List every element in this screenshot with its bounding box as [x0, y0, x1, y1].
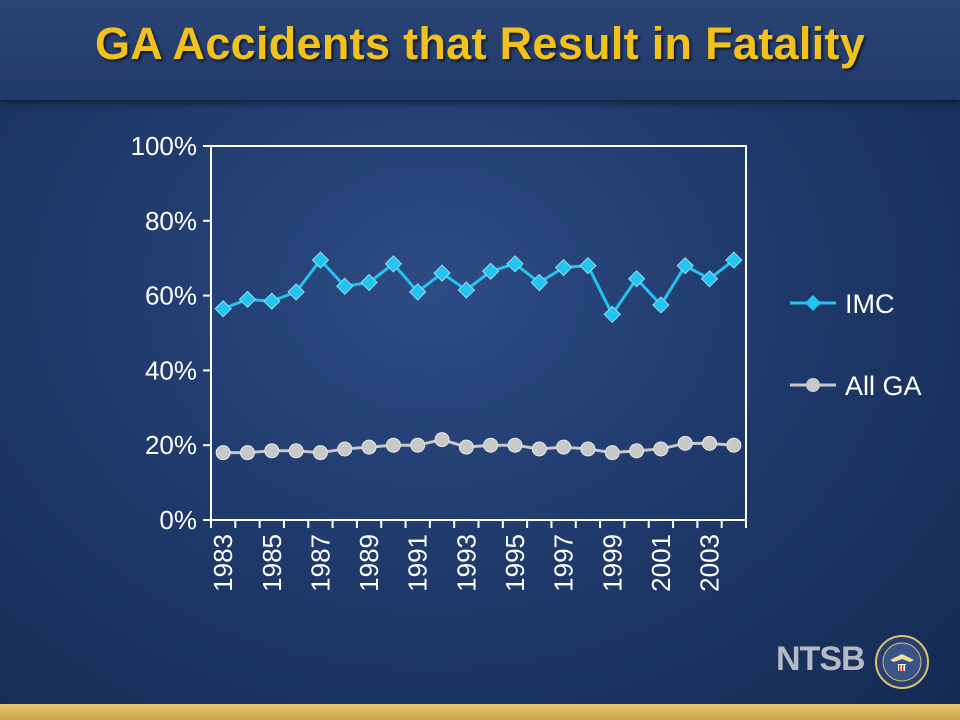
data-point-imc	[408, 283, 427, 301]
x-tick-label: 1991	[403, 534, 433, 592]
data-point-all-ga	[458, 439, 474, 455]
data-point-all-ga	[361, 439, 377, 455]
data-point-imc	[214, 299, 232, 318]
x-tick-label: 2003	[695, 534, 725, 592]
data-point-imc	[627, 270, 646, 288]
series-line-all-ga	[223, 438, 734, 455]
data-point-all-ga	[702, 435, 718, 451]
data-point-all-ga	[677, 435, 693, 451]
y-tick-label: 100%	[131, 131, 198, 161]
data-point-all-ga	[629, 443, 645, 459]
data-point-imc	[652, 296, 670, 314]
y-tick-label: 0%	[159, 505, 197, 535]
data-point-imc	[554, 258, 573, 277]
data-point-all-ga	[726, 437, 742, 453]
data-point-imc	[603, 305, 621, 324]
legend-marker	[805, 295, 821, 311]
data-point-all-ga	[434, 432, 450, 448]
data-point-all-ga	[604, 445, 620, 461]
data-point-all-ga	[337, 441, 353, 457]
series-line-imc	[222, 258, 735, 316]
y-tick-label: 40%	[145, 355, 197, 385]
bottom-accent-bar	[0, 704, 960, 720]
x-tick-label: 1997	[549, 534, 579, 592]
data-point-all-ga	[215, 445, 231, 461]
data-point-all-ga	[531, 441, 547, 457]
data-point-imc	[238, 290, 257, 309]
data-point-all-ga	[653, 441, 669, 457]
x-tick-label: 2001	[646, 534, 676, 592]
data-point-imc	[579, 256, 597, 275]
data-point-all-ga	[507, 437, 523, 453]
data-point-all-ga	[239, 445, 255, 461]
data-point-all-ga	[580, 441, 596, 457]
y-tick-label: 80%	[145, 206, 197, 236]
x-tick-label: 1985	[257, 534, 287, 592]
slide-title: GA Accidents that Result in Fatality	[94, 18, 866, 69]
x-tick-label: 1999	[597, 534, 627, 592]
y-tick-label: 60%	[145, 281, 197, 311]
data-point-imc	[457, 281, 476, 299]
x-tick-label: 1983	[208, 534, 238, 592]
ntsb-logo: NTSB	[776, 640, 866, 678]
data-point-imc	[725, 251, 743, 269]
legend-label: IMC	[845, 289, 895, 319]
y-tick-label: 20%	[145, 430, 197, 460]
data-point-imc	[700, 270, 719, 288]
data-point-imc	[336, 277, 354, 295]
data-point-all-ga	[264, 443, 280, 459]
title-band	[0, 0, 960, 100]
data-point-all-ga	[312, 445, 328, 461]
data-point-imc	[506, 255, 524, 273]
plot-area	[210, 145, 747, 521]
ntsb-seal-icon	[875, 635, 929, 689]
data-point-imc	[384, 255, 403, 273]
data-point-imc	[676, 256, 694, 275]
data-point-imc	[530, 273, 549, 292]
x-tick-label: 1995	[500, 534, 530, 592]
legend-label: All GA	[845, 371, 922, 401]
data-point-imc	[263, 292, 281, 310]
data-point-imc	[481, 262, 500, 280]
data-point-all-ga	[483, 437, 499, 453]
data-point-imc	[311, 251, 330, 269]
data-point-all-ga	[410, 437, 426, 453]
data-point-all-ga	[288, 443, 304, 459]
data-point-imc	[287, 283, 305, 301]
x-tick-label: 1989	[354, 534, 384, 592]
legend-marker	[806, 378, 820, 392]
data-point-all-ga	[385, 437, 401, 453]
data-point-imc	[433, 264, 451, 282]
data-point-all-ga	[556, 439, 572, 455]
x-tick-label: 1987	[305, 534, 335, 592]
x-tick-label: 1993	[451, 534, 481, 592]
data-point-imc	[360, 273, 378, 292]
